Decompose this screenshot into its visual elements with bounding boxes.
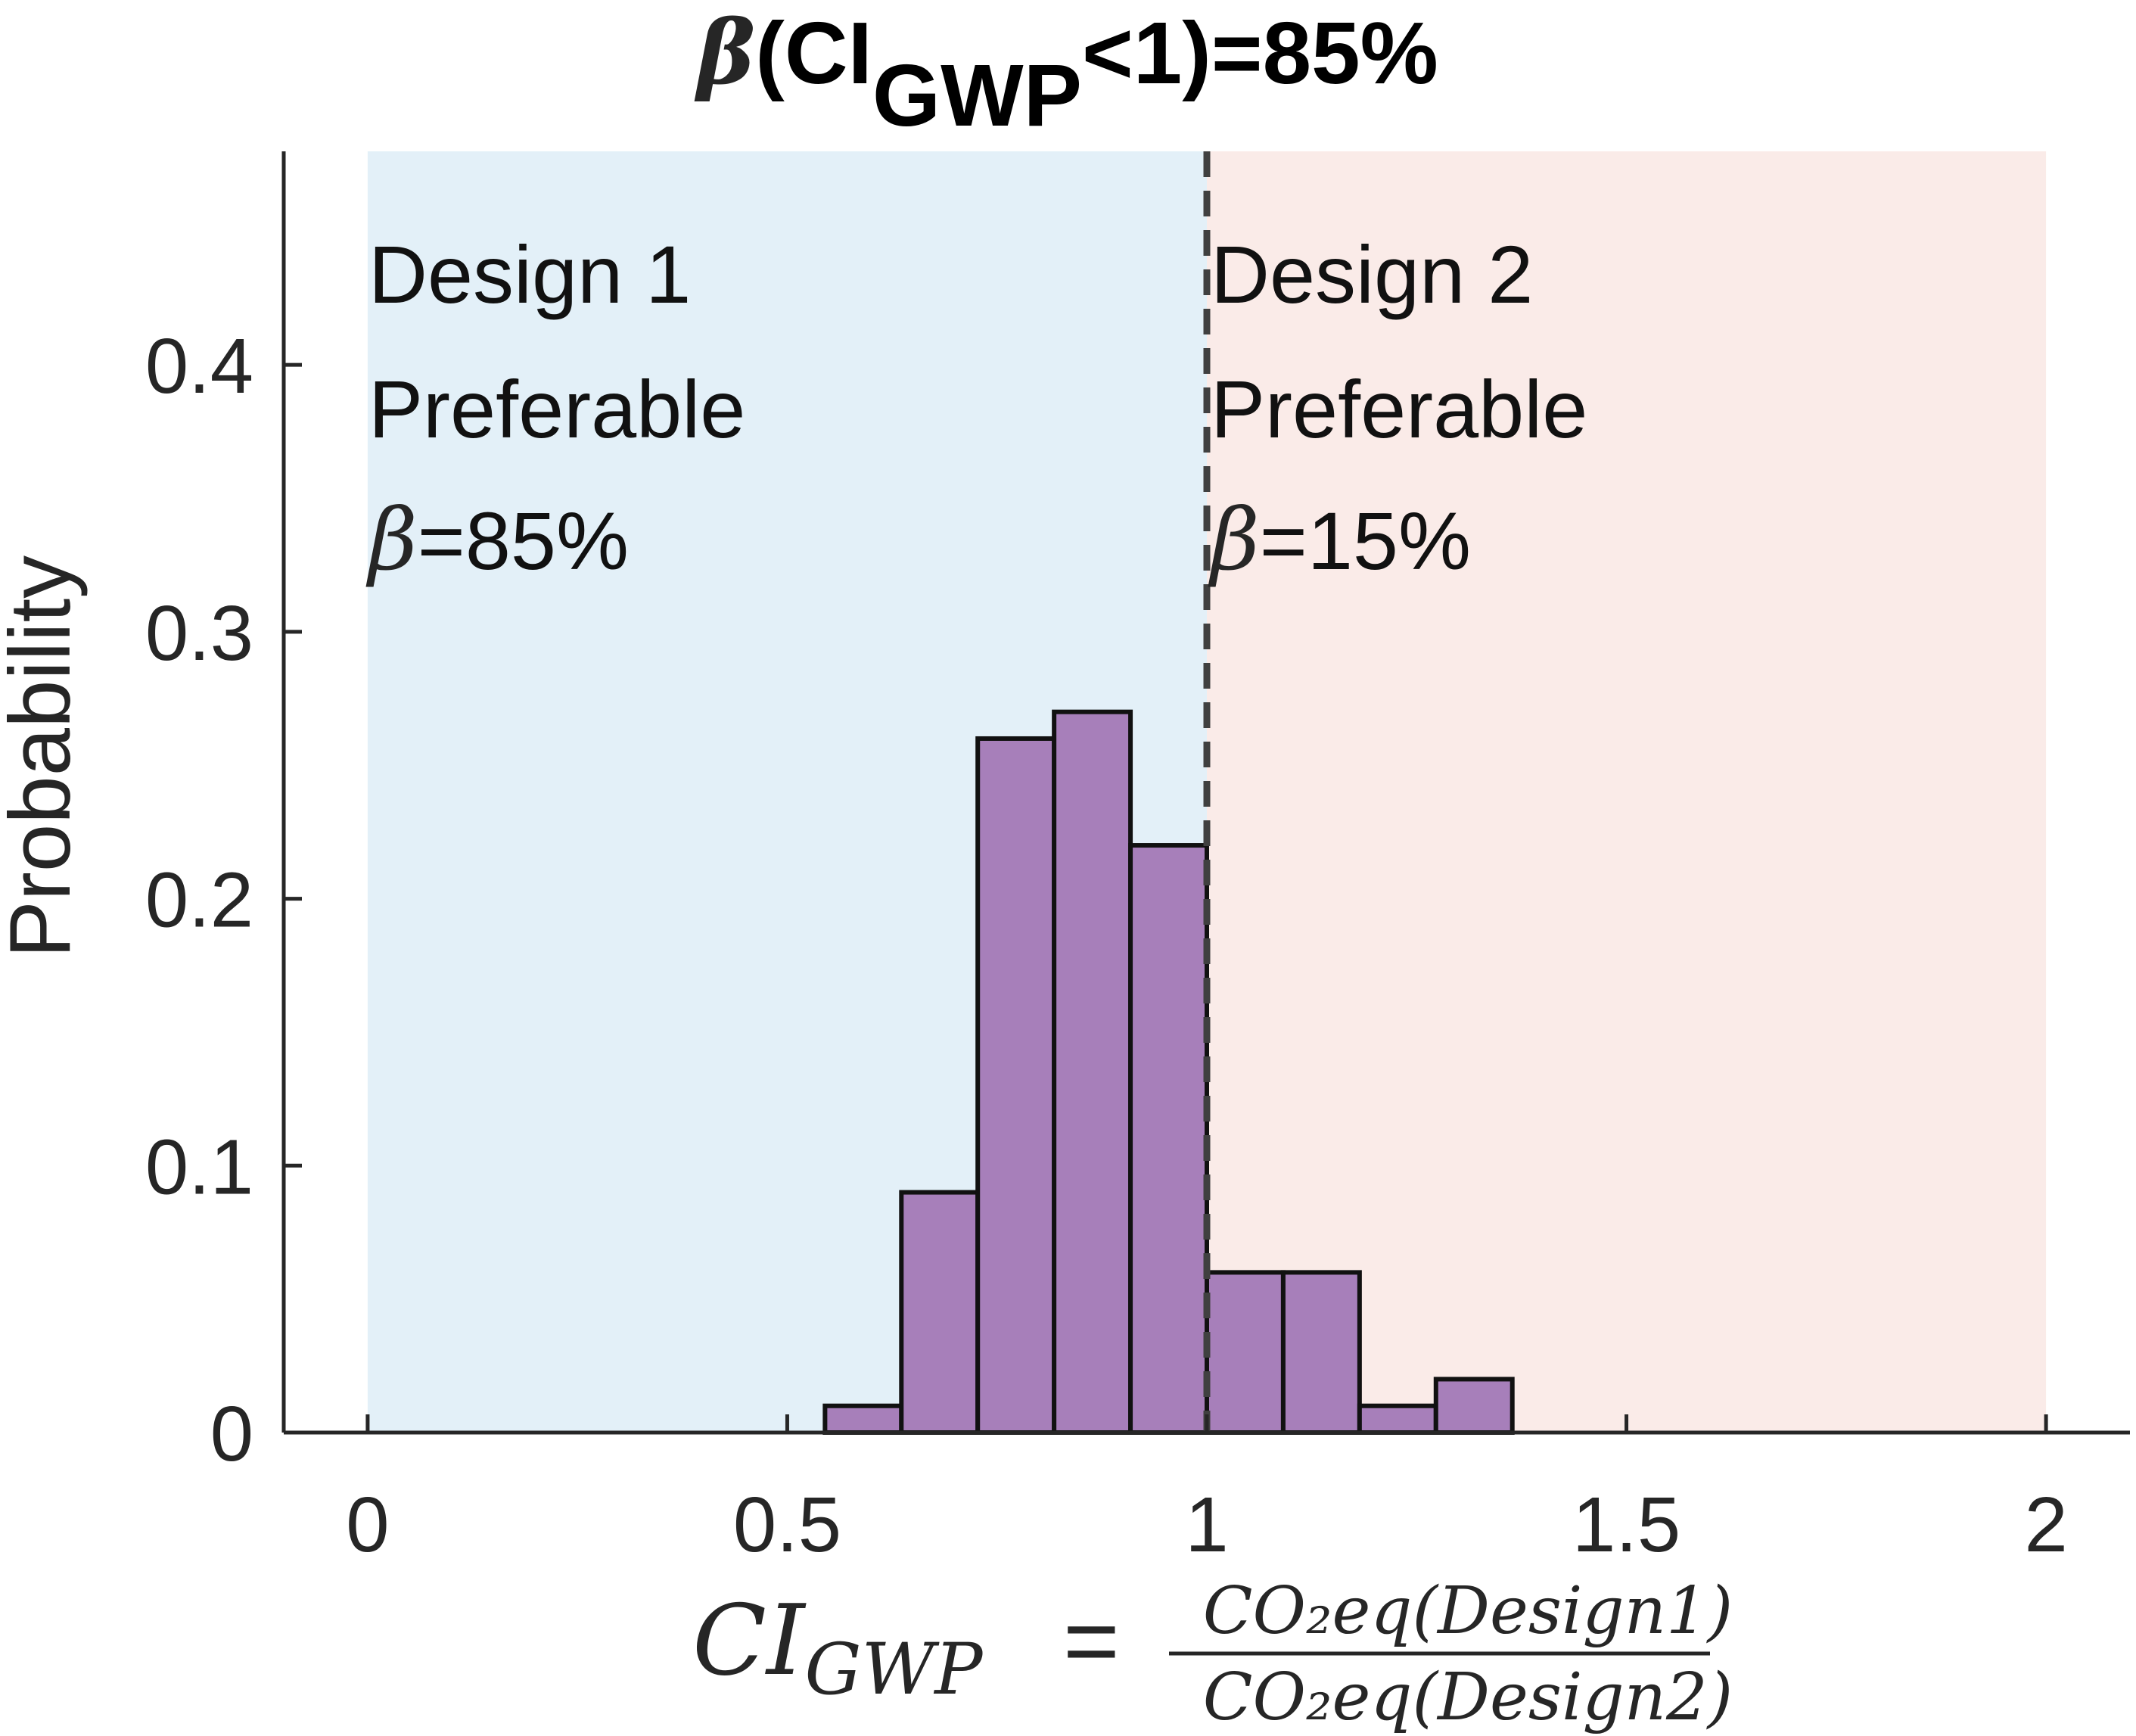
region-right-beta-symbol: β	[1208, 491, 1260, 590]
x-tick-label: 2	[2024, 1481, 2067, 1568]
y-axis-label: Probability	[0, 555, 89, 958]
region-left-beta-value: =85%	[418, 495, 629, 586]
region-left-beta: β=85%	[365, 491, 629, 590]
y-tick-label: 0.1	[145, 1123, 253, 1210]
title-beta: β	[694, 2, 755, 104]
title-rest: <1)=85%	[1082, 4, 1438, 102]
histogram-bar-4	[1052, 709, 1133, 1435]
x-label-equals: =	[1063, 1587, 1120, 1695]
title-sub: GWP	[872, 46, 1082, 145]
histogram-bar-6	[1205, 1270, 1286, 1435]
region-right-beta: β=15%	[1208, 491, 1471, 590]
y-tick-label: 0.4	[145, 322, 253, 409]
x-tick-label: 1	[1185, 1481, 1228, 1568]
histogram-bar-8	[1357, 1403, 1438, 1435]
histogram-bars	[822, 709, 1515, 1436]
x-ticks: 0 0.5 1 1.5 2	[346, 1414, 2068, 1568]
region-left-line1: Design 1	[368, 229, 691, 320]
x-tick-label: 0.5	[733, 1481, 841, 1568]
x-label-gwp: GWP	[805, 1629, 984, 1711]
x-tick-label: 0	[346, 1481, 389, 1568]
y-ticks: 0 0.1 0.2 0.3 0.4	[145, 322, 302, 1477]
histogram-bar-5	[1128, 843, 1210, 1435]
histogram-bar-1	[822, 1403, 904, 1435]
histogram-bar-7	[1280, 1270, 1362, 1435]
x-tick-label: 1.5	[1572, 1481, 1681, 1568]
title-open: (CI	[755, 4, 872, 102]
y-tick-label: 0.3	[145, 590, 253, 677]
histogram-bar-3	[975, 736, 1057, 1435]
x-label-ci: CI	[692, 1585, 807, 1697]
region-right-line2: Preferable	[1211, 363, 1587, 455]
region-left-beta-symbol: β	[365, 491, 418, 590]
region-right-beta-value: =15%	[1260, 495, 1471, 586]
y-tick-label: 0.2	[145, 857, 253, 944]
x-label-numerator: CO₂eq(Design1)	[1203, 1573, 1733, 1649]
chart-title: β(CIGWP<1)=85%	[694, 2, 1438, 145]
region-design2	[1207, 151, 2047, 1433]
region-right-line1: Design 2	[1211, 229, 1533, 320]
histogram-bar-9	[1433, 1377, 1515, 1436]
histogram-bar-2	[899, 1190, 981, 1435]
region-left-line2: Preferable	[368, 363, 745, 455]
y-tick-label: 0	[210, 1390, 253, 1477]
x-axis-label: CIGWP = CO₂eq(Design1) CO₂eq(Design2)	[692, 1573, 1733, 1735]
x-label-denominator: CO₂eq(Design2)	[1203, 1660, 1733, 1735]
x-label-lhs: CIGWP	[692, 1585, 984, 1711]
